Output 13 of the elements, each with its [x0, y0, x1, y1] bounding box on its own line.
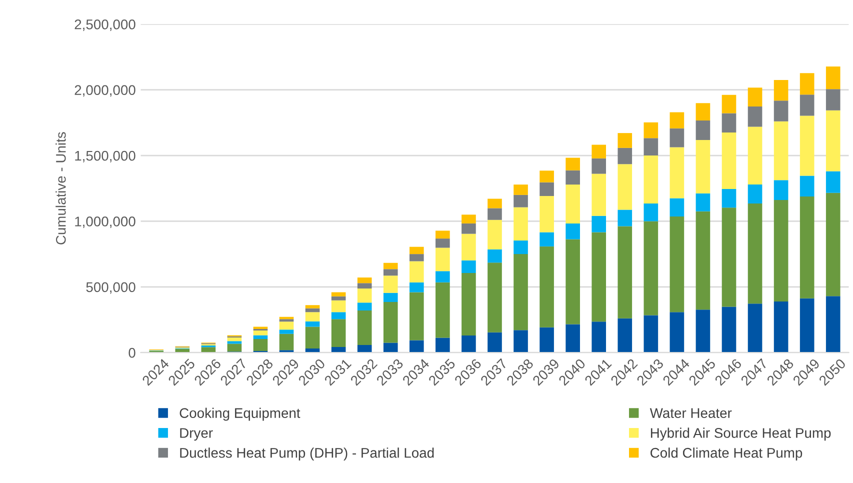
legend-label: Hybrid Air Source Heat Pump: [650, 428, 831, 441]
y-tick-label: 0: [128, 348, 136, 358]
legend-label: Cold Climate Heat Pump: [650, 448, 802, 461]
legend-label: Cooking Equipment: [180, 408, 300, 421]
y-tick-label: 2,500,000: [74, 19, 136, 31]
y-tick-label: 1,000,000: [75, 216, 136, 228]
y-tick-label: 1,500,000: [75, 150, 136, 162]
legend-label: Ductless Heat Pump (DHP) - Partial Load: [180, 448, 434, 461]
legend-label: Water Heater: [650, 408, 732, 418]
y-tick-label: 2,000,000: [74, 85, 136, 97]
y-axis-title: Cumulative - Units: [56, 132, 66, 244]
y-tick-label: 500,000: [86, 282, 136, 294]
legend-label: Dryer: [180, 428, 213, 441]
